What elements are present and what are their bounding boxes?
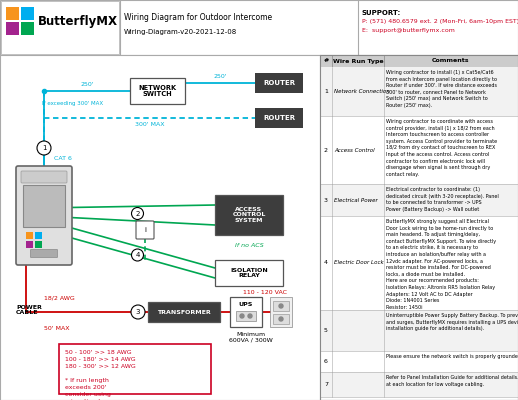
FancyBboxPatch shape xyxy=(270,297,292,327)
FancyBboxPatch shape xyxy=(273,301,289,311)
FancyBboxPatch shape xyxy=(273,314,289,324)
Text: E:  support@butterflymx.com: E: support@butterflymx.com xyxy=(362,28,455,33)
Text: Comments: Comments xyxy=(432,58,470,64)
Circle shape xyxy=(131,305,145,319)
Circle shape xyxy=(132,208,143,220)
FancyBboxPatch shape xyxy=(35,241,42,248)
Text: Uninterruptible Power Supply Battery Backup. To prevent voltage drops
and surges: Uninterruptible Power Supply Battery Bac… xyxy=(386,313,518,331)
Text: SUPPORT:: SUPPORT: xyxy=(362,10,401,16)
FancyBboxPatch shape xyxy=(320,67,518,116)
Circle shape xyxy=(37,141,51,155)
Text: If exceeding 300' MAX: If exceeding 300' MAX xyxy=(42,102,103,106)
FancyBboxPatch shape xyxy=(16,166,72,265)
Text: Please ensure the network switch is properly grounded.: Please ensure the network switch is prop… xyxy=(386,354,518,359)
FancyBboxPatch shape xyxy=(320,310,518,351)
FancyBboxPatch shape xyxy=(1,1,119,54)
Text: TRANSFORMER: TRANSFORMER xyxy=(157,310,211,314)
Text: 1: 1 xyxy=(42,145,46,151)
FancyBboxPatch shape xyxy=(230,297,262,327)
Text: 2: 2 xyxy=(135,210,140,216)
FancyBboxPatch shape xyxy=(255,108,303,128)
Text: P: (571) 480.6579 ext. 2 (Mon-Fri, 6am-10pm EST): P: (571) 480.6579 ext. 2 (Mon-Fri, 6am-1… xyxy=(362,19,518,24)
Text: Minimum
600VA / 300W: Minimum 600VA / 300W xyxy=(229,332,273,343)
FancyBboxPatch shape xyxy=(255,73,303,93)
FancyBboxPatch shape xyxy=(6,7,19,20)
Text: Network Connection: Network Connection xyxy=(334,89,390,94)
Circle shape xyxy=(248,314,252,318)
Text: ACCESS
CONTROL
SYSTEM: ACCESS CONTROL SYSTEM xyxy=(232,207,266,223)
FancyBboxPatch shape xyxy=(23,185,65,227)
Text: 50' MAX: 50' MAX xyxy=(44,326,69,330)
Text: 300' MAX: 300' MAX xyxy=(135,122,164,127)
Circle shape xyxy=(132,249,143,261)
FancyBboxPatch shape xyxy=(59,344,211,394)
Text: ISOLATION
RELAY: ISOLATION RELAY xyxy=(230,268,268,278)
Text: 1: 1 xyxy=(324,89,328,94)
FancyBboxPatch shape xyxy=(215,260,283,286)
FancyBboxPatch shape xyxy=(320,116,518,184)
FancyBboxPatch shape xyxy=(35,232,42,239)
Circle shape xyxy=(279,304,283,308)
Text: 4: 4 xyxy=(324,260,328,266)
FancyBboxPatch shape xyxy=(6,22,19,35)
Text: POWER
CABLE: POWER CABLE xyxy=(16,305,42,315)
Text: Electrical contractor to coordinate: (1)
dedicated circuit (with 3-20 receptacle: Electrical contractor to coordinate: (1)… xyxy=(386,187,499,212)
Text: Wiring contractor to install (1) x Cat5e/Cat6
from each Intercom panel location : Wiring contractor to install (1) x Cat5e… xyxy=(386,70,497,108)
Text: CAT 6: CAT 6 xyxy=(54,156,72,160)
Text: 250': 250' xyxy=(80,82,94,87)
Text: Refer to Panel Installation Guide for additional details. Leave 6' service loop
: Refer to Panel Installation Guide for ad… xyxy=(386,375,518,386)
Text: ButterflyMX: ButterflyMX xyxy=(38,16,118,28)
Text: 7: 7 xyxy=(324,382,328,387)
FancyBboxPatch shape xyxy=(26,241,33,248)
Text: 2: 2 xyxy=(324,148,328,152)
FancyBboxPatch shape xyxy=(320,351,518,372)
FancyBboxPatch shape xyxy=(21,171,67,183)
Text: #: # xyxy=(323,58,328,64)
FancyBboxPatch shape xyxy=(215,195,283,235)
Text: UPS: UPS xyxy=(239,302,253,306)
Text: If no ACS: If no ACS xyxy=(235,243,263,248)
FancyBboxPatch shape xyxy=(21,7,34,20)
FancyBboxPatch shape xyxy=(148,302,220,322)
Text: Wire Run Type: Wire Run Type xyxy=(333,58,383,64)
Text: i: i xyxy=(144,227,146,233)
FancyBboxPatch shape xyxy=(31,250,57,258)
Text: Electrical Power: Electrical Power xyxy=(334,198,378,202)
FancyBboxPatch shape xyxy=(320,184,518,216)
Text: ROUTER: ROUTER xyxy=(263,80,295,86)
Text: 110 - 120 VAC: 110 - 120 VAC xyxy=(243,290,287,294)
FancyBboxPatch shape xyxy=(26,232,33,239)
Circle shape xyxy=(240,314,244,318)
FancyBboxPatch shape xyxy=(136,221,154,239)
Text: 6: 6 xyxy=(324,359,328,364)
Text: 250': 250' xyxy=(213,74,227,79)
Text: 3: 3 xyxy=(136,309,140,315)
FancyBboxPatch shape xyxy=(0,0,518,55)
Text: ButterflyMX strongly suggest all Electrical
Door Lock wiring to be home-run dire: ButterflyMX strongly suggest all Electri… xyxy=(386,219,496,310)
Circle shape xyxy=(279,317,283,321)
Text: Wiring Diagram for Outdoor Intercome: Wiring Diagram for Outdoor Intercome xyxy=(124,14,272,22)
Text: 4: 4 xyxy=(135,252,140,258)
FancyBboxPatch shape xyxy=(236,311,256,321)
Text: Wiring-Diagram-v20-2021-12-08: Wiring-Diagram-v20-2021-12-08 xyxy=(124,29,237,35)
Text: Wiring contractor to coordinate with access
control provider, install (1) x 18/2: Wiring contractor to coordinate with acc… xyxy=(386,119,497,177)
FancyBboxPatch shape xyxy=(21,22,34,35)
FancyBboxPatch shape xyxy=(320,372,518,397)
Text: 3: 3 xyxy=(324,198,328,202)
FancyBboxPatch shape xyxy=(130,78,185,104)
Text: 50 - 100' >> 18 AWG
100 - 180' >> 14 AWG
180 - 300' >> 12 AWG

* If run length
e: 50 - 100' >> 18 AWG 100 - 180' >> 14 AWG… xyxy=(65,350,136,400)
Text: Access Control: Access Control xyxy=(334,148,375,152)
FancyBboxPatch shape xyxy=(320,55,518,67)
Text: 18/2 AWG: 18/2 AWG xyxy=(44,296,75,300)
Text: NETWORK
SWITCH: NETWORK SWITCH xyxy=(138,84,177,98)
Text: ROUTER: ROUTER xyxy=(263,115,295,121)
FancyBboxPatch shape xyxy=(320,216,518,310)
Text: 5: 5 xyxy=(324,328,328,333)
FancyBboxPatch shape xyxy=(0,55,518,400)
Text: Electric Door Lock: Electric Door Lock xyxy=(334,260,384,266)
